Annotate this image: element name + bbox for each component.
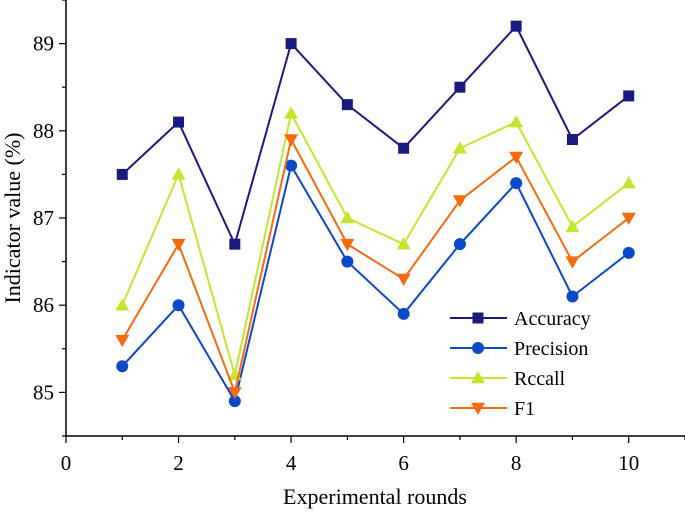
x-axis-title: Experimental rounds [283, 484, 467, 509]
data-point-precision [397, 307, 410, 320]
data-point-f1 [396, 273, 411, 287]
data-point-f1 [452, 195, 467, 208]
x-tick-label: 8 [511, 451, 522, 475]
data-point-accuracy [454, 81, 466, 93]
series-line-accuracy [121, 24, 630, 248]
y-tick-label: 86 [33, 293, 54, 317]
data-point-precision [228, 395, 241, 408]
data-point-rccall [621, 176, 636, 189]
x-tick-label: 2 [173, 451, 184, 475]
data-point-rccall [396, 237, 411, 250]
series-accuracy [116, 20, 635, 250]
series-line-f1 [121, 136, 630, 396]
data-point-f1 [227, 387, 242, 400]
data-point-precision [622, 246, 635, 259]
data-point-f1 [565, 256, 580, 269]
legend-marker-precision [472, 342, 484, 354]
series-line-rccall [121, 110, 630, 376]
y-tick-label: 85 [33, 380, 54, 404]
legend-item-f1: F1 [450, 398, 535, 420]
data-point-precision [566, 290, 579, 303]
legend-item-rccall: Rccall [450, 368, 566, 390]
data-point-f1 [509, 151, 524, 164]
data-point-accuracy [510, 20, 522, 32]
x-tick-label: 4 [286, 451, 297, 475]
legend-label-accuracy: Accuracy [514, 308, 591, 330]
legend: Accuracy Precision Rccall F1 [450, 308, 591, 420]
data-point-f1 [171, 238, 186, 252]
data-point-accuracy [623, 90, 635, 102]
data-point-f1 [621, 212, 636, 225]
series-line-precision [121, 163, 630, 404]
data-point-precision [172, 299, 185, 312]
y-tick-label: 88 [33, 119, 54, 143]
data-point-f1 [340, 238, 355, 252]
data-point-accuracy [398, 142, 410, 154]
y-axis-title: Indicator value (%) [0, 132, 25, 303]
data-point-precision [285, 159, 298, 172]
data-point-precision [116, 360, 129, 373]
legend-item-accuracy: Accuracy [450, 308, 591, 330]
series-layer [115, 20, 636, 408]
data-point-precision [341, 255, 354, 268]
data-point-rccall [115, 298, 130, 311]
data-point-accuracy [566, 134, 578, 146]
legend-item-precision: Precision [450, 338, 588, 360]
y-tick-label: 89 [33, 32, 54, 56]
data-point-rccall [171, 167, 186, 180]
data-point-accuracy [173, 116, 185, 128]
data-point-rccall [452, 141, 467, 154]
y-tick-label: 87 [33, 206, 54, 230]
data-point-f1 [115, 334, 130, 348]
legend-label-precision: Precision [514, 338, 588, 360]
series-precision [116, 159, 635, 408]
legend-label-f1: F1 [514, 398, 535, 420]
data-point-precision [453, 238, 466, 251]
data-point-f1 [284, 134, 299, 147]
x-tick-label: 6 [398, 451, 409, 475]
axes: 0 2 4 6 8 10 85 86 87 88 89 [33, 0, 685, 475]
data-point-rccall [340, 211, 355, 224]
x-tick-label: 0 [61, 451, 72, 475]
data-point-precision [510, 177, 523, 190]
data-point-accuracy [116, 168, 128, 180]
data-point-accuracy [229, 238, 241, 250]
data-point-rccall [284, 106, 299, 119]
data-point-accuracy [341, 99, 353, 111]
series-rccall [115, 106, 636, 381]
data-point-accuracy [285, 38, 297, 50]
legend-label-rccall: Rccall [514, 368, 566, 390]
legend-marker-f1 [471, 402, 485, 415]
legend-marker-accuracy [472, 312, 484, 324]
legend-marker-rccall [471, 371, 485, 384]
data-point-rccall [565, 219, 580, 232]
x-tick-label: 10 [618, 451, 639, 475]
series-f1 [115, 134, 636, 400]
data-point-rccall [509, 115, 524, 128]
